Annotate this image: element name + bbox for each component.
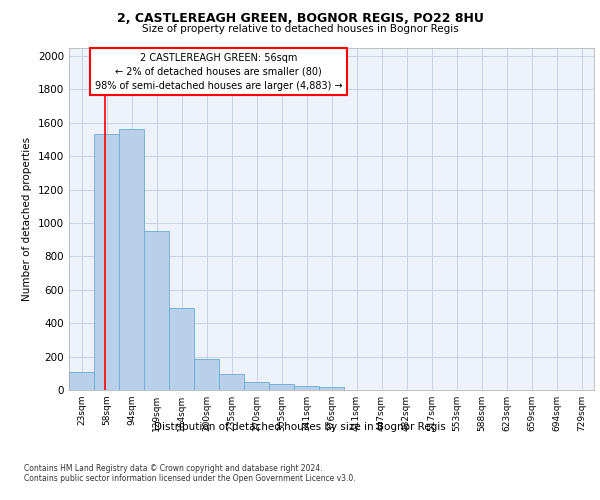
Bar xyxy=(294,386,319,390)
Y-axis label: Number of detached properties: Number of detached properties xyxy=(22,136,32,301)
Bar xyxy=(69,372,94,390)
Bar xyxy=(119,130,144,390)
Bar xyxy=(194,359,219,390)
Bar xyxy=(169,308,194,390)
Bar xyxy=(144,232,169,390)
Bar xyxy=(219,374,244,390)
Text: 2 CASTLEREAGH GREEN: 56sqm
← 2% of detached houses are smaller (80)
98% of semi-: 2 CASTLEREAGH GREEN: 56sqm ← 2% of detac… xyxy=(95,52,343,90)
Text: Size of property relative to detached houses in Bognor Regis: Size of property relative to detached ho… xyxy=(142,24,458,34)
Text: Contains HM Land Registry data © Crown copyright and database right 2024.: Contains HM Land Registry data © Crown c… xyxy=(24,464,323,473)
Bar xyxy=(319,388,344,390)
Bar xyxy=(244,382,269,390)
Text: 2, CASTLEREAGH GREEN, BOGNOR REGIS, PO22 8HU: 2, CASTLEREAGH GREEN, BOGNOR REGIS, PO22… xyxy=(116,12,484,26)
Bar xyxy=(269,384,294,390)
Text: Distribution of detached houses by size in Bognor Regis: Distribution of detached houses by size … xyxy=(154,422,446,432)
Text: Contains public sector information licensed under the Open Government Licence v3: Contains public sector information licen… xyxy=(24,474,356,483)
Bar xyxy=(94,134,119,390)
